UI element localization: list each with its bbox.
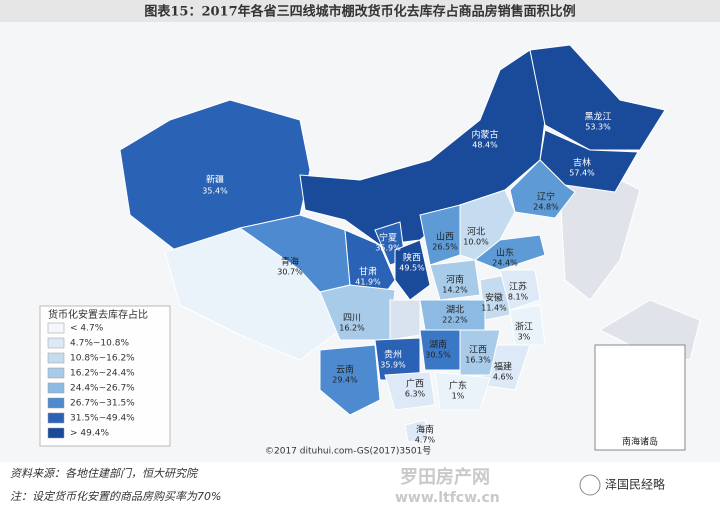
legend-swatch bbox=[47, 322, 65, 334]
province-value: 16.3% bbox=[465, 356, 491, 365]
legend-label: 24.4%~26.7% bbox=[70, 384, 135, 394]
province-name: 湖北 bbox=[446, 305, 464, 316]
province-name: 黑龙江 bbox=[584, 111, 611, 123]
province-value: 11.4% bbox=[481, 304, 507, 313]
legend-swatch bbox=[47, 397, 65, 409]
province-value: 30.5% bbox=[425, 351, 451, 360]
province-name: 海南 bbox=[416, 424, 434, 436]
legend-label: < 4.7% bbox=[70, 324, 104, 334]
legend-title: 货币化安置去库存占比 bbox=[48, 308, 148, 321]
inset-label: 南海诸岛 bbox=[622, 436, 658, 448]
province-value: 48.4% bbox=[472, 141, 498, 150]
province-value: 53.3% bbox=[585, 123, 611, 132]
legend-swatch bbox=[47, 337, 65, 349]
legend-swatch bbox=[47, 382, 65, 394]
legend-swatch bbox=[47, 427, 65, 439]
province-value: 41.9% bbox=[355, 278, 381, 287]
province-value: 8.1% bbox=[508, 293, 529, 302]
province-value: 35.9% bbox=[375, 244, 401, 253]
province-name: 四川 bbox=[343, 314, 361, 324]
province-name: 吉林 bbox=[573, 157, 591, 169]
province-name: 山东 bbox=[496, 247, 514, 259]
watermark-url: www.ltfcw.cn bbox=[395, 490, 500, 506]
legend: 货币化安置去库存占比 < 4.7% 4.7%~10.8% 10.8%~16.2% 16… bbox=[39, 305, 171, 447]
legend-label: 16.2%~24.4% bbox=[70, 369, 135, 379]
province-value: 29.4% bbox=[332, 376, 358, 385]
province-name: 青海 bbox=[281, 256, 299, 268]
source-note: 资料来源：各地住建部门，恒大研究院 bbox=[10, 467, 199, 480]
province-value: 30.7% bbox=[277, 268, 303, 277]
legend-label: > 49.4% bbox=[70, 429, 109, 439]
province-name: 河南 bbox=[446, 274, 464, 286]
province-value: 35.4% bbox=[202, 187, 228, 196]
legend-swatch bbox=[47, 367, 65, 379]
province-value: 1% bbox=[452, 392, 465, 401]
province-value: 10.0% bbox=[463, 238, 489, 247]
province-name: 辽宁 bbox=[537, 191, 555, 203]
wechat-icon bbox=[579, 474, 601, 496]
legend-label: 26.7%~31.5% bbox=[70, 399, 135, 409]
province-value: 14.2% bbox=[442, 286, 468, 295]
province-name: 山西 bbox=[436, 232, 454, 243]
province-name: 江苏 bbox=[509, 281, 527, 293]
title-bar bbox=[0, 0, 720, 22]
province-name: 甘肃 bbox=[359, 266, 377, 278]
province-value: 22.2% bbox=[442, 316, 468, 325]
province-value: 57.4% bbox=[569, 169, 595, 178]
province-name: 浙江 bbox=[515, 321, 533, 333]
legend-label: 4.7%~10.8% bbox=[70, 339, 129, 349]
watermark: 罗田房产网 bbox=[400, 466, 490, 488]
account-name: 泽国民经略 bbox=[605, 477, 665, 492]
province-value: 24.4% bbox=[492, 259, 518, 268]
legend-label: 31.5%~49.4% bbox=[70, 414, 135, 424]
province-name: 湖南 bbox=[429, 339, 447, 351]
province-value: 4.6% bbox=[493, 373, 514, 382]
province-name: 云南 bbox=[336, 364, 354, 376]
province-name: 广西 bbox=[406, 378, 424, 390]
legend-swatch bbox=[47, 412, 65, 424]
province-value: 35.9% bbox=[380, 361, 406, 370]
province-value: 49.5% bbox=[399, 264, 425, 273]
province-name: 江西 bbox=[469, 345, 487, 356]
legend-swatch bbox=[47, 352, 65, 364]
province-name: 陕西 bbox=[403, 252, 421, 264]
map bbox=[0, 22, 720, 462]
note: 注：设定货币化安置的商品房购买率为70% bbox=[10, 490, 221, 503]
province-name: 新疆 bbox=[206, 174, 224, 186]
province-name: 贵州 bbox=[384, 349, 402, 361]
title: 图表15：2017年各省三四线城市棚改货币化去库存占商品房销售面积比例 bbox=[144, 4, 575, 20]
province-name: 安徽 bbox=[485, 292, 503, 304]
province-value: 4.7% bbox=[415, 436, 436, 445]
province-name: 宁夏 bbox=[379, 232, 397, 244]
legend-label: 10.8%~16.2% bbox=[70, 354, 135, 364]
province-value: 6.3% bbox=[405, 390, 426, 399]
province-value: 26.5% bbox=[432, 243, 458, 252]
province-name: 福建 bbox=[494, 361, 512, 373]
province-value: 3% bbox=[518, 333, 531, 342]
province-labels: 新疆 35.4% 青海 30.7% 甘肃 41.9% 宁夏 35.9% 内蒙古 … bbox=[202, 111, 658, 448]
copyright: ©2017 dituhui.com-GS(2017)3501号 bbox=[265, 446, 431, 457]
province-value: 24.8% bbox=[533, 203, 559, 212]
province-name: 内蒙古 bbox=[471, 129, 498, 141]
province-value: 16.2% bbox=[339, 324, 365, 333]
province-name: 河北 bbox=[467, 226, 485, 238]
province-name: 广东 bbox=[449, 380, 467, 392]
